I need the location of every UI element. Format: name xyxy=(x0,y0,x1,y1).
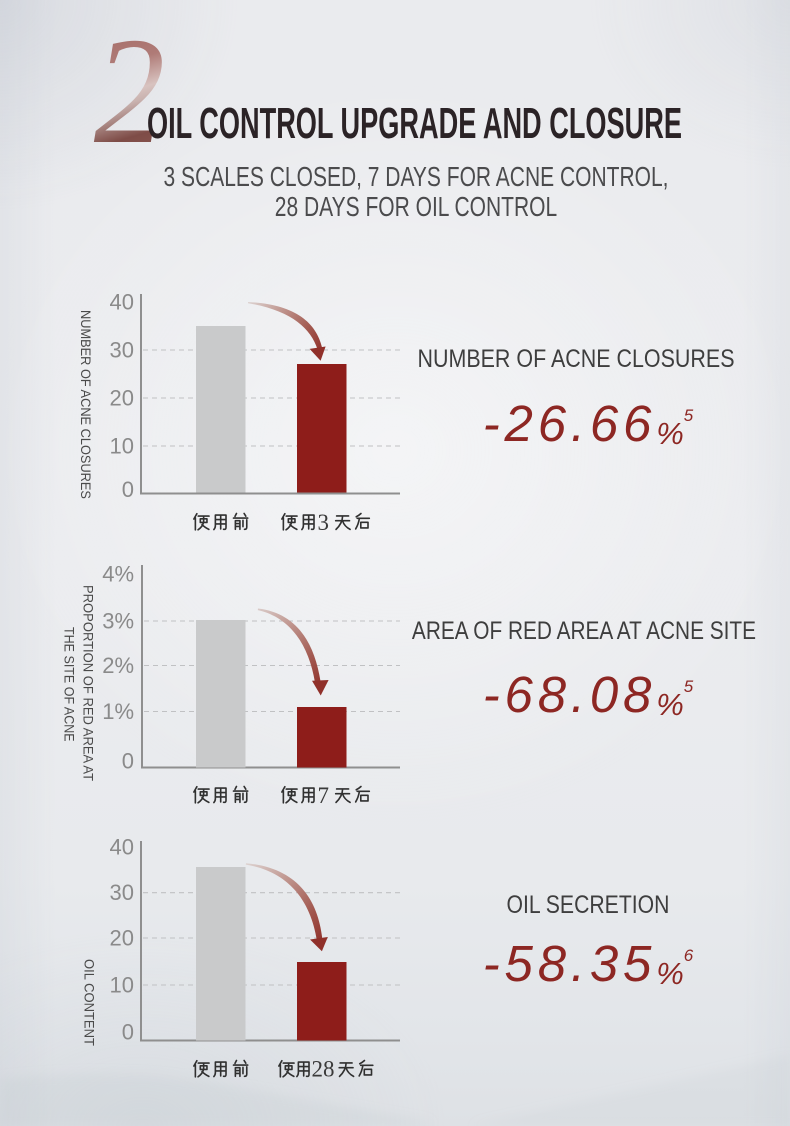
svg-text:20: 20 xyxy=(110,926,134,951)
svg-text:0: 0 xyxy=(122,1020,134,1045)
svg-text:10: 10 xyxy=(110,973,134,998)
svg-text:0: 0 xyxy=(122,749,134,774)
svg-text:0: 0 xyxy=(122,477,134,502)
svg-text:3%: 3% xyxy=(102,609,134,634)
svg-text:30: 30 xyxy=(110,880,134,905)
svg-text:20: 20 xyxy=(110,386,134,411)
svg-text:28: 28 xyxy=(312,1057,335,1082)
svg-text:10: 10 xyxy=(110,434,134,459)
svg-text:40: 40 xyxy=(110,835,134,860)
svg-text:7: 7 xyxy=(318,783,330,808)
svg-text:1%: 1% xyxy=(102,699,134,724)
svg-text:3: 3 xyxy=(318,510,330,535)
svg-text:4%: 4% xyxy=(102,562,134,587)
svg-text:30: 30 xyxy=(110,338,134,363)
svg-text:2%: 2% xyxy=(102,653,134,678)
svg-text:40: 40 xyxy=(110,290,134,315)
